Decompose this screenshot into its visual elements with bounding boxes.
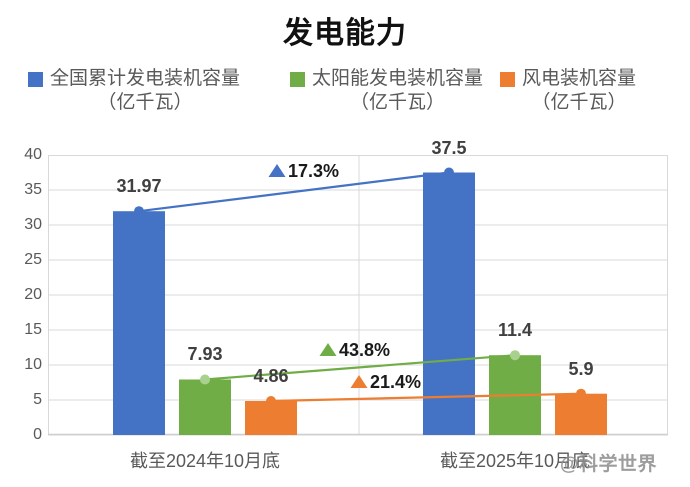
- legend-label-total-capacity: 全国累计发电装机容量 （亿千瓦）: [50, 67, 240, 116]
- chart-title: 发电能力: [283, 17, 407, 50]
- series-line: [138, 171, 450, 213]
- growth-triangle-icon: [350, 375, 368, 388]
- bar: [245, 400, 297, 435]
- growth-label: 17.3%: [288, 161, 340, 181]
- series-line: [270, 392, 582, 403]
- plot-area: [48, 155, 668, 436]
- marker-dot: [510, 350, 520, 361]
- legend-label-solar-capacity: 太阳能发电装机容量 （亿千瓦）: [312, 67, 483, 116]
- growth-label: 43.8%: [339, 340, 391, 360]
- bar: [555, 393, 607, 435]
- legend-label-line2: （亿千瓦）: [97, 92, 193, 114]
- watermark: @科学世界: [560, 454, 658, 475]
- growth-label: 21.4%: [370, 372, 422, 392]
- marker-dot: [266, 395, 276, 406]
- bar-value-label: 37.5: [431, 137, 467, 158]
- y-axis-tick-label: 0: [33, 426, 42, 443]
- legend-item-solar-capacity: 太阳能发电装机容量 （亿千瓦）: [290, 67, 483, 116]
- growth-triangle-icon: [319, 343, 337, 356]
- series-line: [204, 354, 516, 381]
- bar-value-label: 7.93: [187, 344, 223, 365]
- growth-triangle-icon: [268, 164, 286, 177]
- legend-swatch-blue-icon: [28, 72, 43, 87]
- y-axis-tick-label: 30: [24, 216, 42, 233]
- y-axis-tick-label: 5: [33, 391, 42, 408]
- legend-item-total-capacity: 全国累计发电装机容量 （亿千瓦）: [28, 67, 240, 116]
- legend-label-line1: 太阳能发电装机容量: [312, 68, 484, 89]
- x-axis-label-2024: 截至2024年10月底: [129, 451, 281, 471]
- legend-label-line1: 风电装机容量: [522, 68, 637, 89]
- marker-dot: [200, 374, 210, 385]
- y-axis-tick-label: 35: [24, 181, 42, 198]
- y-axis-tick-label: 15: [24, 321, 42, 338]
- marker-dot: [576, 388, 586, 399]
- legend-label-line2: （亿千瓦）: [350, 92, 446, 114]
- bar: [179, 379, 231, 435]
- legend-swatch-green-icon: [290, 72, 305, 87]
- marker-dot: [444, 167, 454, 178]
- bar-value-label: 4.86: [253, 365, 289, 386]
- y-axis-tick-label: 40: [24, 146, 42, 163]
- legend-label-wind-capacity: 风电装机容量 （亿千瓦）: [522, 67, 636, 116]
- legend-label-line1: 全国累计发电装机容量: [50, 68, 241, 89]
- bar-value-label: 11.4: [497, 320, 533, 341]
- x-axis-label-2025: 截至2025年10月底: [439, 451, 591, 471]
- y-axis-tick-label: 25: [24, 251, 42, 268]
- marker-dot: [134, 206, 144, 217]
- bar-value-label: 5.9: [568, 358, 594, 379]
- bar: [113, 211, 165, 435]
- legend-swatch-orange-icon: [500, 72, 515, 87]
- bar: [423, 172, 475, 435]
- y-axis-tick-label: 20: [24, 286, 42, 303]
- legend-label-line2: （亿千瓦）: [531, 92, 627, 114]
- y-axis-tick-label: 10: [24, 356, 42, 373]
- bar-value-label: 31.97: [116, 176, 162, 197]
- legend-item-wind-capacity: 风电装机容量 （亿千瓦）: [500, 67, 636, 116]
